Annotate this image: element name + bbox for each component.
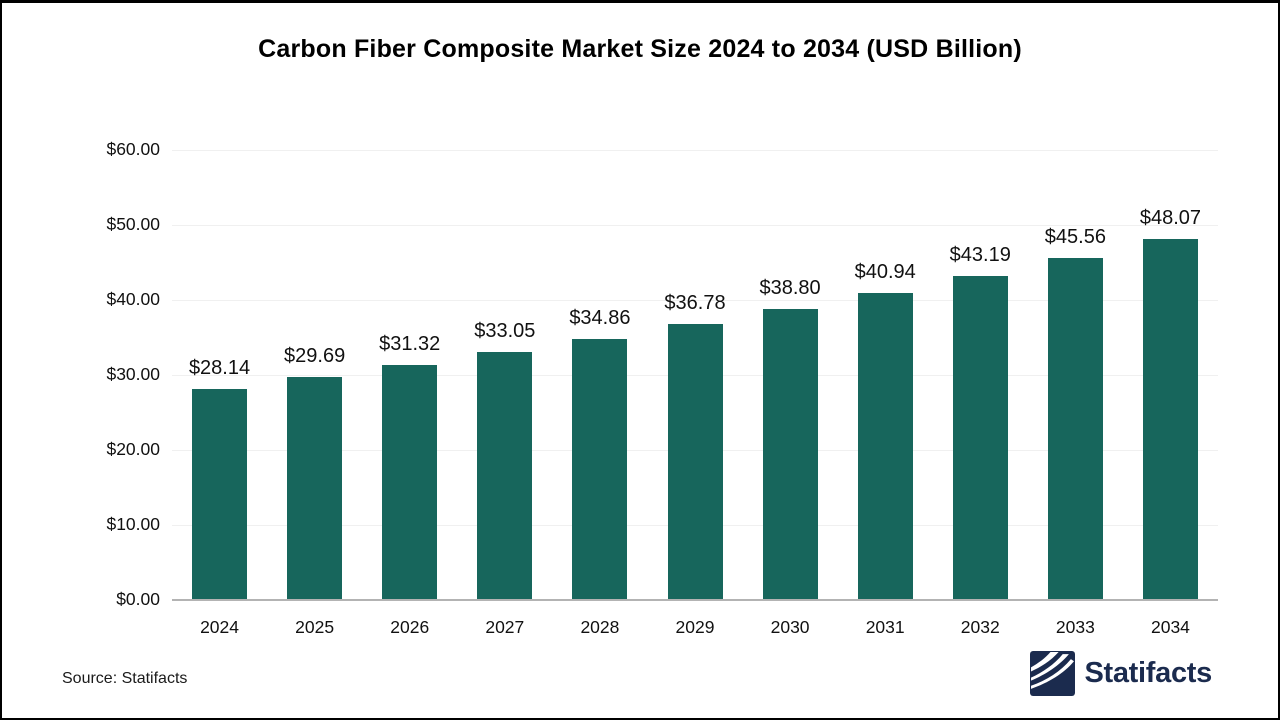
bar-2031 (857, 292, 913, 599)
statifacts-waves-icon (1030, 651, 1076, 696)
bar-value-label-2028: $34.86 (569, 306, 631, 329)
y-axis-tick-label: $40.00 (106, 289, 160, 309)
x-axis-tick-label-2028: 2028 (580, 617, 620, 637)
bar-value-label-2025: $29.69 (284, 345, 346, 368)
y-axis-tick-label: $50.00 (106, 214, 160, 234)
y-axis-tick-label: $60.00 (106, 139, 160, 159)
x-axis-tick-label-2032: 2032 (960, 617, 1000, 637)
x-axis-line (172, 599, 1218, 601)
chart-title: Carbon Fiber Composite Market Size 2024 … (258, 35, 1022, 63)
x-axis-tick-label-2029: 2029 (675, 617, 715, 637)
gridline (172, 225, 1218, 226)
bar-value-label-2024: $28.14 (188, 356, 251, 379)
bar-value-label-2029: $36.78 (664, 292, 726, 315)
y-axis-tick-label: $30.00 (106, 364, 160, 384)
bar-chart: $0.00 $10.00 $20.00 $30.00 $40.00 $50.00 $60.0… (2, 3, 1278, 718)
bar-value-label-2034: $48.07 (1139, 207, 1202, 230)
bar-2028 (572, 338, 628, 599)
bar-value-label-2030: $38.80 (759, 277, 821, 299)
x-axis-tick-label-2033: 2033 (1055, 617, 1095, 637)
x-axis-tick-label-2031: 2031 (865, 617, 905, 637)
bar-2032 (952, 276, 1008, 599)
bar-2027 (477, 352, 533, 599)
brand-logo: Statifacts (1030, 651, 1212, 696)
bar-2026 (382, 365, 438, 599)
bar-2024 (192, 388, 248, 599)
bar-2025 (287, 377, 343, 599)
bar-value-label-2032: $43.19 (949, 244, 1011, 267)
x-axis-tick-label-2025: 2025 (295, 617, 335, 637)
x-axis-tick-label-2027: 2027 (485, 617, 525, 637)
brand-name: Statifacts (1084, 657, 1212, 689)
bar-value-label-2026: $31.32 (379, 333, 441, 356)
bar-value-label-2031: $40.94 (854, 260, 916, 283)
bar-2030 (762, 309, 818, 599)
gridline (172, 300, 1218, 301)
bar-2033 (1047, 258, 1103, 599)
bar-value-label-2033: $45.56 (1044, 226, 1106, 249)
source-note: Source: Statifacts (62, 670, 188, 687)
x-axis-tick-label-2024: 2024 (200, 617, 239, 637)
y-axis-tick-label: $0.00 (116, 589, 160, 609)
y-axis-tick-label: $20.00 (106, 439, 160, 459)
x-axis-tick-label-2026: 2026 (390, 617, 430, 637)
y-axis-tick-label: $10.00 (106, 514, 160, 534)
gridline (172, 150, 1218, 151)
bar-2029 (667, 324, 723, 599)
bar-2034 (1142, 239, 1198, 599)
x-axis-tick-label-2030: 2030 (770, 617, 810, 637)
x-axis-tick-label-2034: 2034 (1150, 617, 1190, 637)
bar-value-label-2027: $33.05 (474, 320, 536, 343)
